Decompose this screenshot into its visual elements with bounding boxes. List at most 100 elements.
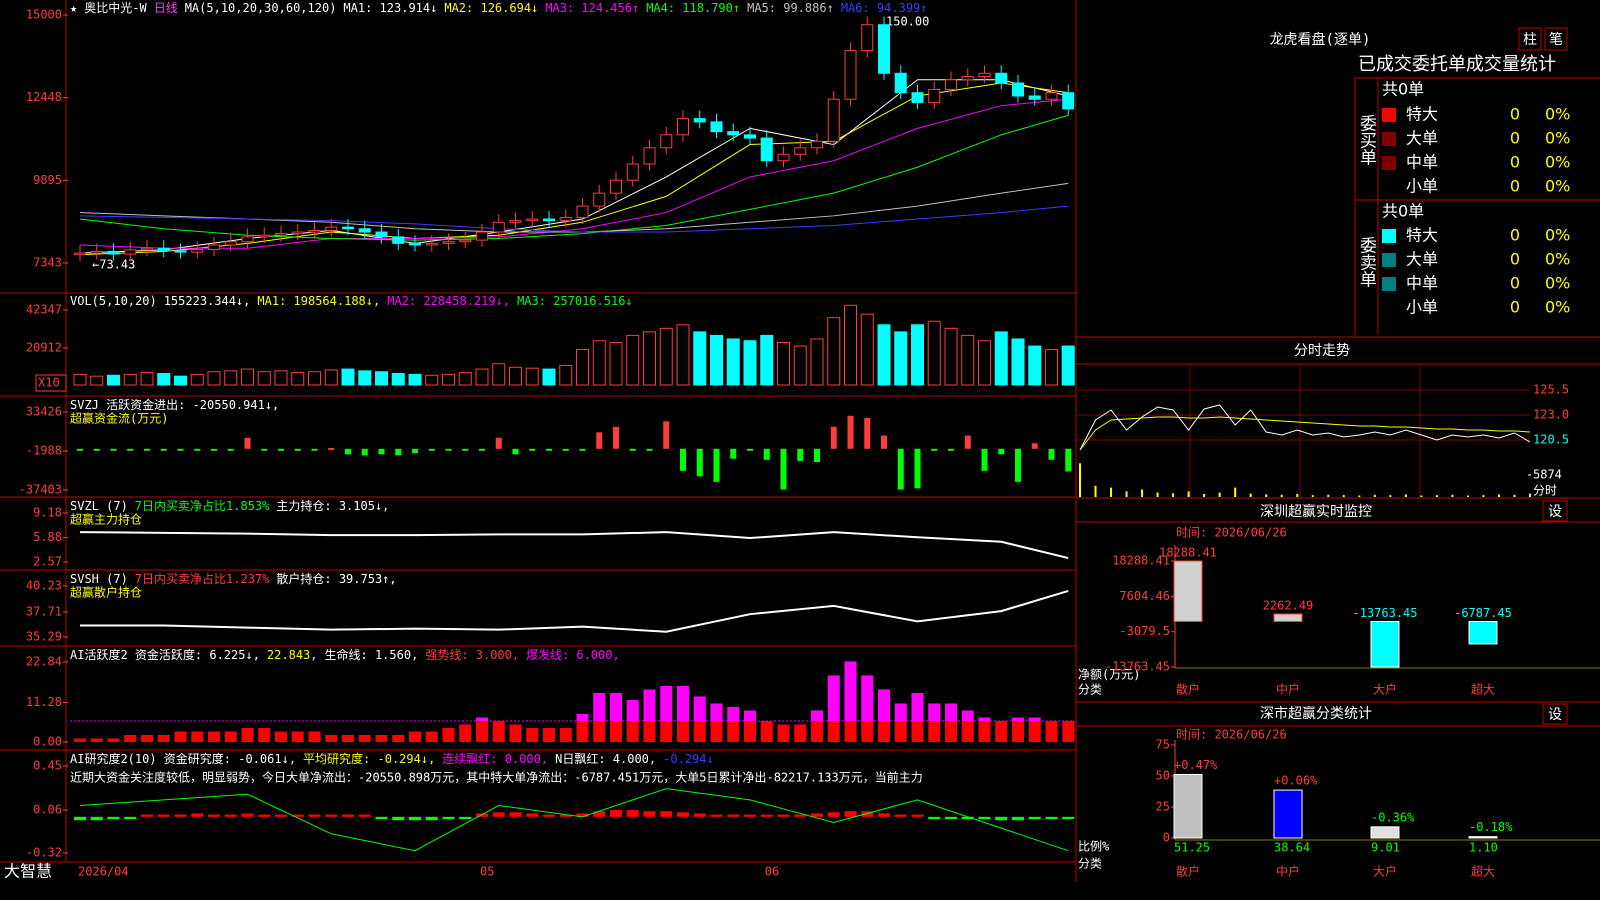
flow-bar (328, 447, 335, 450)
unit-box (35, 374, 67, 392)
header-item: MA(5,10,20,30,60,120) (185, 1, 337, 15)
y-tick-label: 18288.41 (1112, 554, 1170, 568)
research-bar (811, 813, 823, 817)
active-bar (358, 735, 371, 743)
header-item: 生命线: 1.560, (325, 647, 419, 662)
volume-bar (810, 338, 824, 386)
active-bar (744, 720, 756, 743)
active-bar-top (961, 710, 974, 721)
ratio-bar (1468, 836, 1498, 839)
header-item: 连续飘红: 0.000, (442, 751, 548, 766)
indicator-header: AI研究度2(10) 资金研究度: -0.061↓, 平均研究度: -0.294↓… (70, 751, 714, 766)
volume-bar (140, 372, 154, 386)
candle-body (90, 250, 103, 254)
research-line (79, 788, 1069, 852)
row-name: 小单 (1406, 298, 1438, 317)
candle-body (258, 234, 271, 238)
volume-bar (944, 327, 958, 386)
button-frame[interactable] (1518, 27, 1542, 51)
flow-bar (144, 448, 150, 451)
peak-label: 150.00 (886, 15, 929, 29)
research-bar (141, 814, 153, 817)
avg-line (1079, 416, 1531, 451)
volume-bar (961, 334, 975, 386)
research-bar (911, 814, 924, 817)
candle-body (677, 118, 689, 136)
active-bar-top (476, 717, 488, 721)
flow-bar (579, 448, 586, 451)
candle-body (643, 147, 656, 165)
active-bar (124, 735, 137, 743)
research-bar (576, 813, 589, 817)
active-bar (760, 720, 773, 743)
flow-bar (546, 448, 552, 451)
research-bar (90, 816, 103, 821)
row-count: 0 (1510, 153, 1520, 172)
y-tick-label: 0 (1163, 830, 1170, 844)
header-item: SVSH (7) (70, 572, 128, 586)
settings-button[interactable]: 设 (1548, 504, 1562, 520)
left-charts: 150.00 ←73.43 近期大资金关注度较低，明显弱势，今日大单净流出：-2… (70, 0, 1075, 852)
ma-line (79, 98, 1069, 249)
volume-bar (542, 368, 556, 386)
header-item: AI活跃度2 资金活跃度: 6.225↓, (70, 647, 260, 662)
header-item: MA4: 118.790↑ (646, 1, 740, 15)
active-bar-top (710, 703, 723, 721)
y-tick-label: 2.57 (33, 554, 62, 568)
active-bar (643, 720, 656, 743)
active-bar (425, 731, 438, 743)
candle-body (476, 231, 488, 241)
active-bar (375, 735, 388, 743)
active-bar (409, 731, 421, 743)
active-bar-top (911, 692, 924, 721)
net-bar (1370, 620, 1400, 668)
research-bar (124, 816, 137, 820)
research-bar (961, 816, 974, 820)
button-frame[interactable] (1544, 27, 1568, 51)
volume-bar (643, 331, 656, 386)
research-bar (995, 816, 1008, 821)
volume-bar (224, 370, 238, 386)
active-bar-top (928, 703, 941, 721)
research-bar (258, 814, 271, 817)
candle-body (693, 118, 706, 123)
flow-bar (311, 448, 318, 451)
button-frame[interactable] (1542, 703, 1568, 725)
research-bar (878, 813, 890, 817)
volume-bar (107, 374, 120, 386)
y-tick-label: 9.18 (33, 505, 62, 519)
category: 大户 (1373, 864, 1397, 879)
research-bar (760, 814, 773, 817)
tick-button[interactable]: 笔 (1549, 32, 1563, 48)
research-bar (844, 811, 857, 817)
chart-button[interactable]: 柱 (1523, 32, 1537, 48)
intraday-title: 分时走势 (1294, 343, 1350, 359)
volume-bar (592, 340, 606, 386)
active-bar (107, 738, 120, 743)
y-tick-label: 22.84 (26, 654, 62, 668)
active-bar (727, 720, 740, 743)
flow-bar (93, 448, 100, 451)
header-item: -0.294↓ (663, 752, 714, 766)
volume-bar (341, 368, 355, 386)
active-bar (325, 735, 338, 743)
active-bar (794, 724, 807, 743)
category: 散户 (1176, 864, 1200, 879)
active-bar (208, 731, 220, 743)
ratio-bar (1370, 826, 1400, 839)
active-bar-top (811, 710, 823, 721)
research-bar (442, 816, 455, 820)
y-tick-label: 120.5 (1533, 433, 1569, 447)
indicator-header: AI活跃度2 资金活跃度: 6.225↓, 22.843, 生命线: 1.560, 强… (70, 647, 620, 662)
header-item: 6.000, (576, 648, 619, 662)
settings-button[interactable]: 设 (1548, 707, 1562, 723)
research-bar (157, 814, 170, 817)
change-label: +0.47% (1174, 758, 1218, 772)
category: 中户 (1276, 682, 1300, 697)
candle-body (777, 153, 790, 162)
volume-bar (559, 365, 573, 386)
button-frame[interactable] (1542, 500, 1568, 522)
active-bar (861, 720, 874, 743)
flow-bar (361, 448, 368, 456)
